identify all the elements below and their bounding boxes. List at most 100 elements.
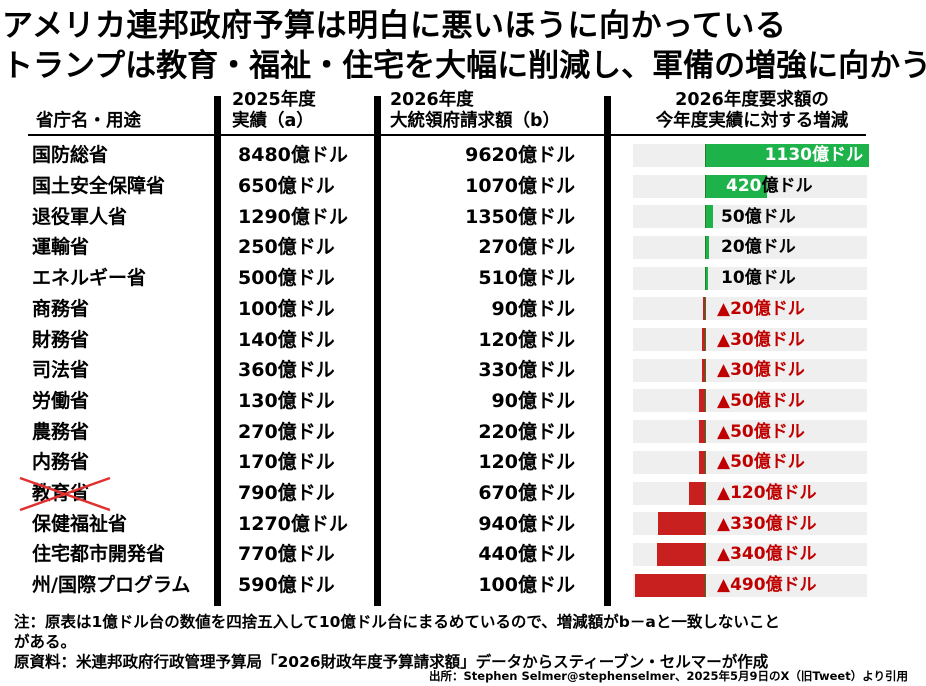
change-label: 1130億ドル xyxy=(764,145,863,166)
value-2026: 1350億ドル xyxy=(465,205,575,228)
value-2025: 130億ドル xyxy=(238,389,335,412)
value-2025: 770億ドル xyxy=(238,543,335,566)
change-bar xyxy=(688,481,706,505)
change-bar xyxy=(706,143,869,167)
header-col-a: 2025年度 実績（a） xyxy=(232,90,316,132)
change-bar xyxy=(706,205,714,229)
column-separator-2 xyxy=(374,96,381,606)
value-2025: 360億ドル xyxy=(238,359,335,382)
value-2026: 670億ドル xyxy=(478,482,575,505)
dept-name: エネルギー省 xyxy=(32,267,147,290)
column-separator-3 xyxy=(604,96,611,606)
change-label: ▲340億ドル xyxy=(717,544,817,565)
dept-name: 内務省 xyxy=(32,451,90,474)
change-label: ▲120億ドル xyxy=(717,483,817,504)
change-label: ▲20億ドル xyxy=(717,298,805,319)
change-label: ▲50億ドル xyxy=(717,452,805,473)
change-label: 20億ドル xyxy=(721,237,796,258)
bar-track xyxy=(633,358,867,382)
change-bar xyxy=(698,420,706,444)
dept-name: 教育省 xyxy=(32,482,90,505)
change-label: 50億ドル xyxy=(721,206,796,227)
dept-name: 商務省 xyxy=(32,297,90,320)
source-citation: 出所：Stephen Selmer@stephenselmer、2025年5月9… xyxy=(428,669,908,683)
zero-axis xyxy=(705,297,706,321)
value-2026: 120億ドル xyxy=(478,451,575,474)
zero-axis xyxy=(705,235,706,259)
value-2026: 330億ドル xyxy=(478,359,575,382)
bar-track xyxy=(633,235,867,259)
value-2026: 9620億ドル xyxy=(465,144,575,167)
zero-axis xyxy=(705,450,706,474)
bar-track xyxy=(633,420,867,444)
change-bar xyxy=(706,174,767,198)
value-2026: 440億ドル xyxy=(478,543,575,566)
value-2026: 120億ドル xyxy=(478,328,575,351)
zero-axis xyxy=(705,174,706,198)
subtitle: トランプは教育・福祉・住宅を大幅に削減し、軍備の増強に向かう xyxy=(2,48,926,84)
bar-track xyxy=(633,450,867,474)
dept-name: 司法省 xyxy=(32,359,90,382)
value-2025: 8480億ドル xyxy=(238,144,348,167)
change-label: ▲330億ドル xyxy=(717,513,817,534)
header-col-c: 2026年度要求額の 今年度実績に対する増減 xyxy=(636,90,868,132)
dept-name: 財務省 xyxy=(32,328,90,351)
main-title: アメリカ連邦政府予算は明白に悪いほうに向かっている xyxy=(2,8,787,44)
change-bar xyxy=(698,450,706,474)
value-2025: 100億ドル xyxy=(238,297,335,320)
value-2025: 650億ドル xyxy=(238,175,335,198)
value-2025: 590億ドル xyxy=(238,574,335,597)
bar-track xyxy=(633,297,867,321)
change-label: 10億ドル xyxy=(721,268,796,289)
value-2025: 170億ドル xyxy=(238,451,335,474)
dept-name: 農務省 xyxy=(32,420,90,443)
value-2025: 1290億ドル xyxy=(238,205,348,228)
bar-track xyxy=(633,266,867,290)
note-1: 注：原表は1億ドル台の数値を四捨五入して10億ドル台にまるめているので、増減額が… xyxy=(14,613,780,631)
zero-axis xyxy=(705,420,706,444)
zero-axis xyxy=(705,143,706,167)
zero-axis xyxy=(705,481,706,505)
change-bar xyxy=(635,573,706,597)
change-label: ▲50億ドル xyxy=(717,421,805,442)
header-rule xyxy=(28,134,866,136)
bar-track xyxy=(633,328,867,352)
value-2026: 100億ドル xyxy=(478,574,575,597)
value-2025: 1270億ドル xyxy=(238,512,348,535)
zero-axis xyxy=(705,389,706,413)
dept-name: 住宅都市開発省 xyxy=(32,543,166,566)
change-label-unit: 億ドル xyxy=(761,176,813,197)
dept-name: 国防総省 xyxy=(32,144,109,167)
header-col-c-line1: 2026年度要求額の xyxy=(675,90,829,110)
change-bar xyxy=(656,542,706,566)
dept-name: 運輸省 xyxy=(32,236,90,259)
header-col-a-line1: 2025年度 xyxy=(232,90,316,110)
value-2025: 140億ドル xyxy=(238,328,335,351)
dept-name: 退役軍人省 xyxy=(32,205,128,228)
header-col-c-line2: 今年度実績に対する増減 xyxy=(655,111,849,131)
zero-axis xyxy=(705,328,706,352)
change-label: ▲490億ドル xyxy=(717,575,817,596)
zero-axis xyxy=(705,573,706,597)
column-separator-1 xyxy=(214,96,221,606)
header-col-a-line2: 実績（a） xyxy=(232,111,314,131)
value-2026: 1070億ドル xyxy=(465,175,575,198)
zero-axis xyxy=(705,358,706,382)
bar-track xyxy=(633,389,867,413)
dept-name: 州/国際プログラム xyxy=(32,574,191,597)
change-bar xyxy=(706,235,709,259)
change-bar xyxy=(701,358,706,382)
change-label-number: 420 xyxy=(726,176,762,197)
change-label: ▲30億ドル xyxy=(717,360,805,381)
dept-name: 国土安全保障省 xyxy=(32,175,166,198)
change-bar xyxy=(658,512,706,536)
value-2026: 940億ドル xyxy=(478,512,575,535)
value-2026: 90億ドル xyxy=(491,297,575,320)
change-bar xyxy=(698,389,706,413)
value-2026: 270億ドル xyxy=(478,236,575,259)
change-label: ▲30億ドル xyxy=(717,329,805,350)
change-label: ▲50億ドル xyxy=(717,390,805,411)
header-dept: 省庁名・用途 xyxy=(36,111,141,131)
value-2025: 500億ドル xyxy=(238,267,335,290)
note-source-data: 原資料：米連邦政府行政管理予算局「2026財政年度予算請求額」データからスティー… xyxy=(14,653,769,671)
